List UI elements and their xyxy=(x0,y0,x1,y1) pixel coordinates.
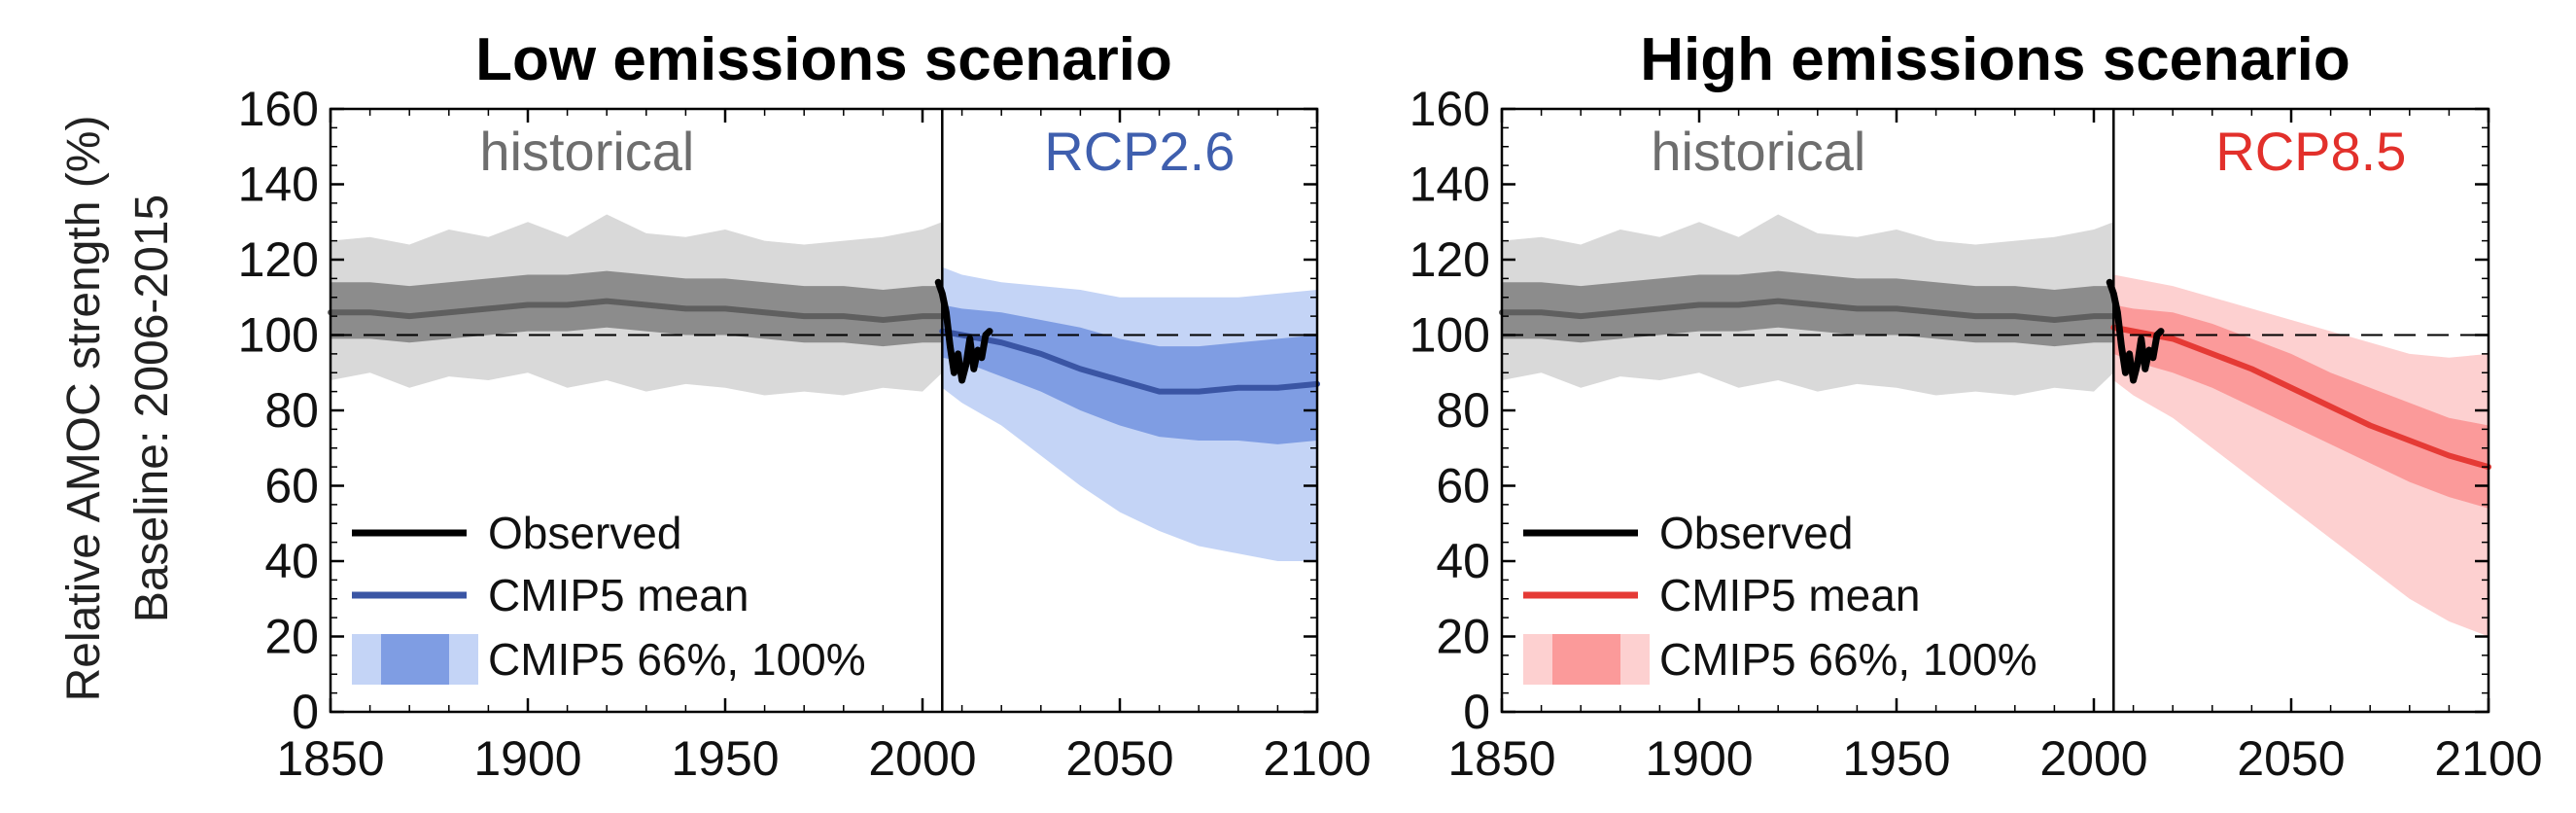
x-tick-label: 1900 xyxy=(1645,731,1753,786)
x-tick-label: 2100 xyxy=(1263,731,1371,786)
period-label-historical: historical xyxy=(479,121,694,182)
y-axis-label-line1: Relative AMOC strength (%) xyxy=(58,116,110,702)
x-tick-label: 1850 xyxy=(276,731,384,786)
x-tick-label: 2100 xyxy=(2434,731,2542,786)
y-tick-label: 100 xyxy=(238,308,319,363)
y-tick-label: 80 xyxy=(264,383,319,438)
x-tick-label: 1950 xyxy=(1842,731,1950,786)
y-tick-label: 160 xyxy=(1410,82,1490,136)
panel-high-emissions: High emissions scenario historical RCP8.5 O… xyxy=(1410,26,2543,786)
legend-entry-1: CMIP5 mean xyxy=(1659,570,1920,620)
projection-band-66 xyxy=(2113,304,2489,509)
y-tick-label: 80 xyxy=(1436,383,1490,438)
x-tick-label: 2050 xyxy=(2237,731,2345,786)
y-axis-label-line2: Baseline: 2006-2015 xyxy=(126,194,178,622)
period-label-scenario: RCP2.6 xyxy=(1044,121,1235,182)
y-tick-label: 0 xyxy=(1463,685,1490,739)
observed-line xyxy=(2106,278,2165,384)
y-tick-label: 60 xyxy=(1436,459,1490,513)
y-tick-label: 100 xyxy=(1410,308,1490,363)
x-tick-label: 1850 xyxy=(1447,731,1555,786)
observed-line xyxy=(934,278,993,384)
projection-mean-line xyxy=(939,328,1320,395)
y-tick-label: 0 xyxy=(292,685,319,739)
y-tick-label: 20 xyxy=(264,610,319,664)
x-tick-label: 1900 xyxy=(473,731,581,786)
y-axis-label: Relative AMOC strength (%) Baseline: 200… xyxy=(58,116,178,702)
y-tick-label: 140 xyxy=(1410,158,1490,212)
y-tick-label: 60 xyxy=(264,459,319,513)
legend-entry-0: Observed xyxy=(488,508,681,558)
y-tick-label: 40 xyxy=(264,534,319,588)
panel-low-emissions: Low emissions scenario historical RCP2.6 Ob… xyxy=(238,26,1372,786)
y-tick-label: 40 xyxy=(1436,534,1490,588)
x-tick-label: 2000 xyxy=(2039,731,2147,786)
historical-band-66 xyxy=(331,270,943,347)
x-tick-label: 1950 xyxy=(671,731,779,786)
historical-band-66 xyxy=(1502,270,2114,347)
legend-band-66-swatch xyxy=(1552,634,1620,685)
legend-entry-2: CMIP5 66%, 100% xyxy=(1659,634,2037,685)
legend-entry-1: CMIP5 mean xyxy=(488,570,748,620)
x-tick-label: 2000 xyxy=(868,731,976,786)
projection-band-66 xyxy=(942,304,1317,444)
y-tick-label: 140 xyxy=(238,158,319,212)
y-tick-label: 160 xyxy=(238,82,319,136)
legend-entry-0: Observed xyxy=(1659,508,1853,558)
y-tick-label: 120 xyxy=(1410,232,1490,287)
y-tick-label: 120 xyxy=(238,232,319,287)
legend-band-66-swatch xyxy=(381,634,449,685)
chart-title: High emissions scenario xyxy=(1640,26,2350,93)
period-label-scenario: RCP8.5 xyxy=(2215,121,2406,182)
chart-title: Low emissions scenario xyxy=(475,26,1172,93)
historical-mean-line xyxy=(1499,298,2117,323)
y-tick-label: 20 xyxy=(1436,610,1490,664)
x-tick-label: 2050 xyxy=(1065,731,1173,786)
legend-entry-2: CMIP5 66%, 100% xyxy=(488,634,866,685)
historical-mean-line xyxy=(328,298,946,323)
period-label-historical: historical xyxy=(1651,121,1865,182)
